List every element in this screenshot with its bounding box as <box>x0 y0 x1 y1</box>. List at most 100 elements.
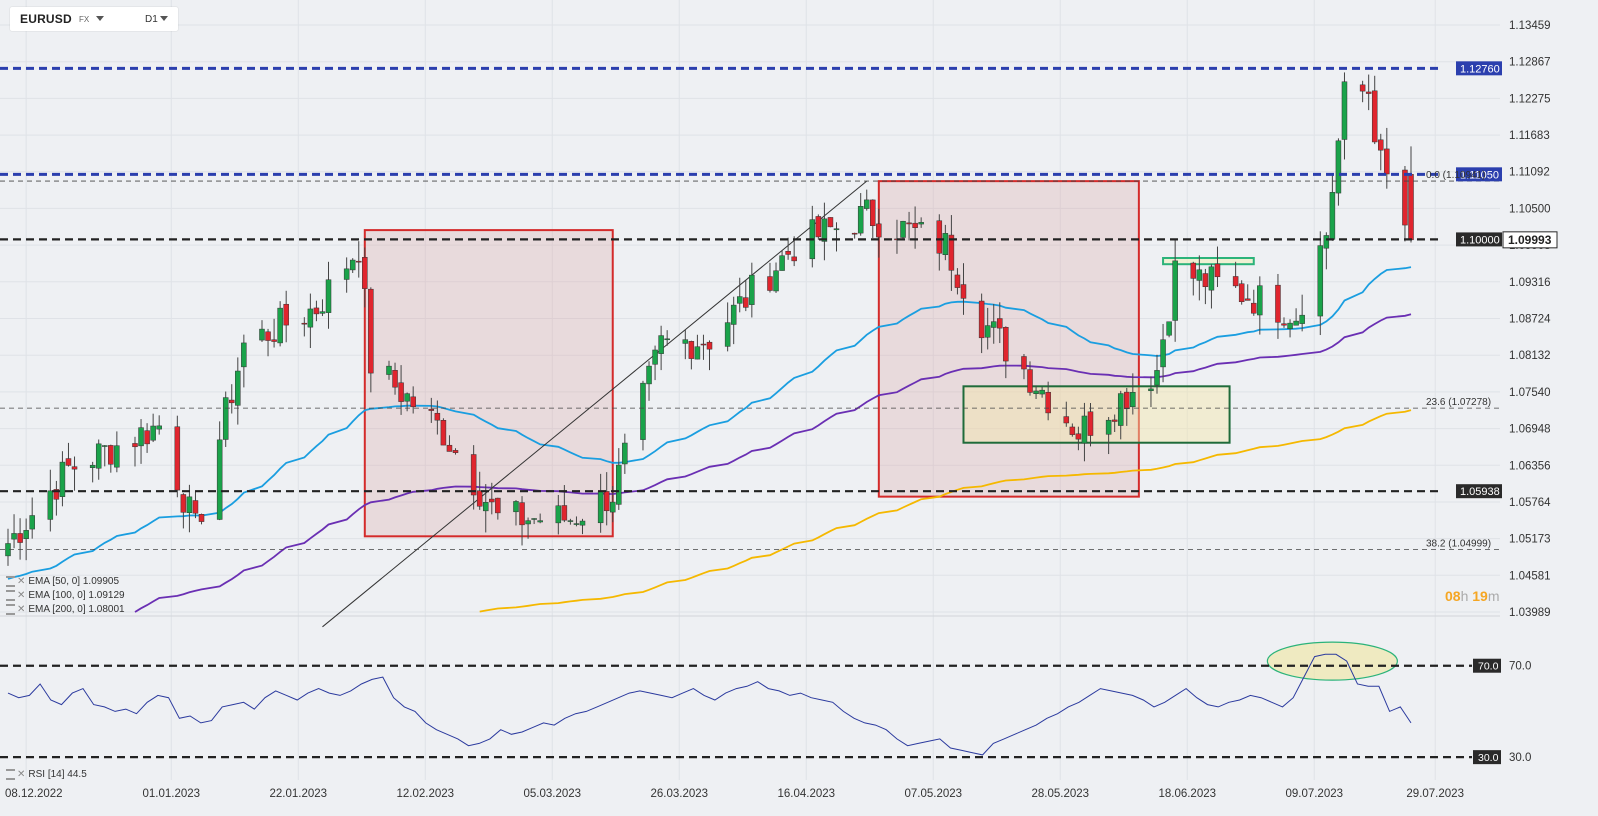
rsi-line <box>7 653 1412 756</box>
candle-body <box>277 307 283 344</box>
timeframe-label[interactable]: D1 <box>145 14 158 25</box>
price-tick-label: 1.11092 <box>1509 167 1550 179</box>
candle-body <box>1124 391 1130 410</box>
candle-body <box>17 533 23 543</box>
candle-body <box>1021 356 1027 370</box>
legend-ema-50[interactable]: ✕ EMA [50, 0] 1.09905 <box>6 576 119 587</box>
candle-body <box>906 222 912 225</box>
candle-body <box>1329 192 1336 240</box>
candle-body <box>730 304 737 325</box>
candle-body <box>990 321 997 328</box>
candle-body <box>1341 81 1348 140</box>
date-tick-label: 01.01.2023 <box>142 788 200 800</box>
candle-body <box>706 341 713 350</box>
candle-body <box>489 498 495 503</box>
candle-body <box>174 426 181 491</box>
candle-body <box>271 339 277 342</box>
zone-red-feb <box>363 229 614 538</box>
legend-ema-200[interactable]: ✕ EMA [200, 0] 1.08001 <box>6 604 125 615</box>
rsi-level-tag-label: 70.0 <box>1478 661 1499 673</box>
candle-body <box>144 430 150 445</box>
candle-body <box>1214 263 1221 278</box>
legend-ema-100[interactable]: ✕ EMA [100, 0] 1.09129 <box>6 590 125 601</box>
candle-body <box>567 520 574 522</box>
candle-body <box>1335 140 1342 194</box>
candle-body <box>59 461 66 497</box>
candle-body <box>259 328 265 341</box>
candle-body <box>362 257 368 289</box>
candle-body <box>1384 148 1390 175</box>
date-tick-label: 07.05.2023 <box>904 788 962 800</box>
current-price-tag <box>1502 231 1558 249</box>
timeframe-dropdown-icon[interactable] <box>160 16 168 21</box>
candle-body <box>283 303 289 326</box>
price-tick-label: 1.04581 <box>1509 570 1551 582</box>
close-icon[interactable]: ✕ <box>17 576 26 588</box>
legend-rsi[interactable]: ✕ RSI [14] 44.5 <box>6 769 87 780</box>
candle-body <box>664 338 670 341</box>
settings-icon[interactable] <box>6 604 15 615</box>
rsi-level-tag-label: 30.0 <box>1478 752 1499 764</box>
price-tick-label: 1.07540 <box>1509 387 1551 399</box>
price-tick-label: 1.11683 <box>1509 130 1550 142</box>
candle-body <box>452 450 459 453</box>
candle-body <box>65 458 72 466</box>
candle-body <box>1251 302 1257 314</box>
candle-body <box>1238 283 1245 303</box>
date-tick-label: 18.06.2023 <box>1158 788 1216 800</box>
settings-icon[interactable] <box>6 576 15 587</box>
zone-green-small <box>1162 257 1255 266</box>
price-tick-label: 1.05764 <box>1509 497 1551 509</box>
candle-body <box>1003 327 1009 362</box>
candle-body <box>1232 276 1239 287</box>
candle-body <box>555 505 562 524</box>
candle-body <box>821 218 828 242</box>
candle-body <box>47 490 54 520</box>
symbol-selector[interactable]: EURUSD FX D1 <box>10 7 178 31</box>
timer-hours: 08 <box>1445 588 1461 604</box>
ema-200-line <box>479 409 1412 613</box>
date-tick-label: 22.01.2023 <box>269 788 327 800</box>
price-tick-label: 1.06356 <box>1509 460 1551 472</box>
close-icon[interactable]: ✕ <box>17 604 26 616</box>
candle-body <box>138 427 144 447</box>
timer-minutes: 19 <box>1472 588 1488 604</box>
market-type: FX <box>79 15 90 24</box>
candle-body <box>652 349 658 365</box>
fib-level-label: 23.6 (1.07278) <box>1426 397 1491 408</box>
candle-body <box>192 500 199 514</box>
settings-icon[interactable] <box>6 769 15 780</box>
settings-icon[interactable] <box>6 590 15 601</box>
price-level-label: 1.11050 <box>1460 169 1499 181</box>
candle-body <box>900 220 906 238</box>
candle-body <box>1130 391 1136 408</box>
close-icon[interactable]: ✕ <box>17 769 26 781</box>
candle-body <box>1359 84 1366 92</box>
symbol-dropdown-icon[interactable] <box>96 16 104 21</box>
candle-body <box>736 296 743 304</box>
candle-body <box>688 341 695 359</box>
candle-body <box>833 228 840 231</box>
price-tick-label: 1.08132 <box>1509 350 1551 362</box>
candle-body <box>23 530 29 539</box>
rsi-overbought-highlight <box>1266 641 1398 681</box>
close-icon[interactable]: ✕ <box>17 590 26 602</box>
candle-body <box>108 445 114 465</box>
candle-body <box>743 297 749 308</box>
date-tick-label: 08.12.2022 <box>5 788 63 800</box>
candle-body <box>241 342 247 368</box>
price-tick-label: 1.12275 <box>1509 93 1551 105</box>
candle-body <box>1111 419 1118 422</box>
candle-body <box>265 331 271 341</box>
candle-body <box>440 420 447 446</box>
price-tick-label: 1.06948 <box>1509 424 1551 436</box>
candle-body <box>658 335 664 354</box>
candle-body <box>827 217 834 228</box>
legend-ema-50-label: EMA [50, 0] 1.09905 <box>28 576 120 588</box>
candle-body <box>1045 391 1051 414</box>
candle-body <box>682 339 689 344</box>
candle-body <box>724 322 731 347</box>
candle-body <box>942 233 949 255</box>
candle-body <box>948 234 955 271</box>
